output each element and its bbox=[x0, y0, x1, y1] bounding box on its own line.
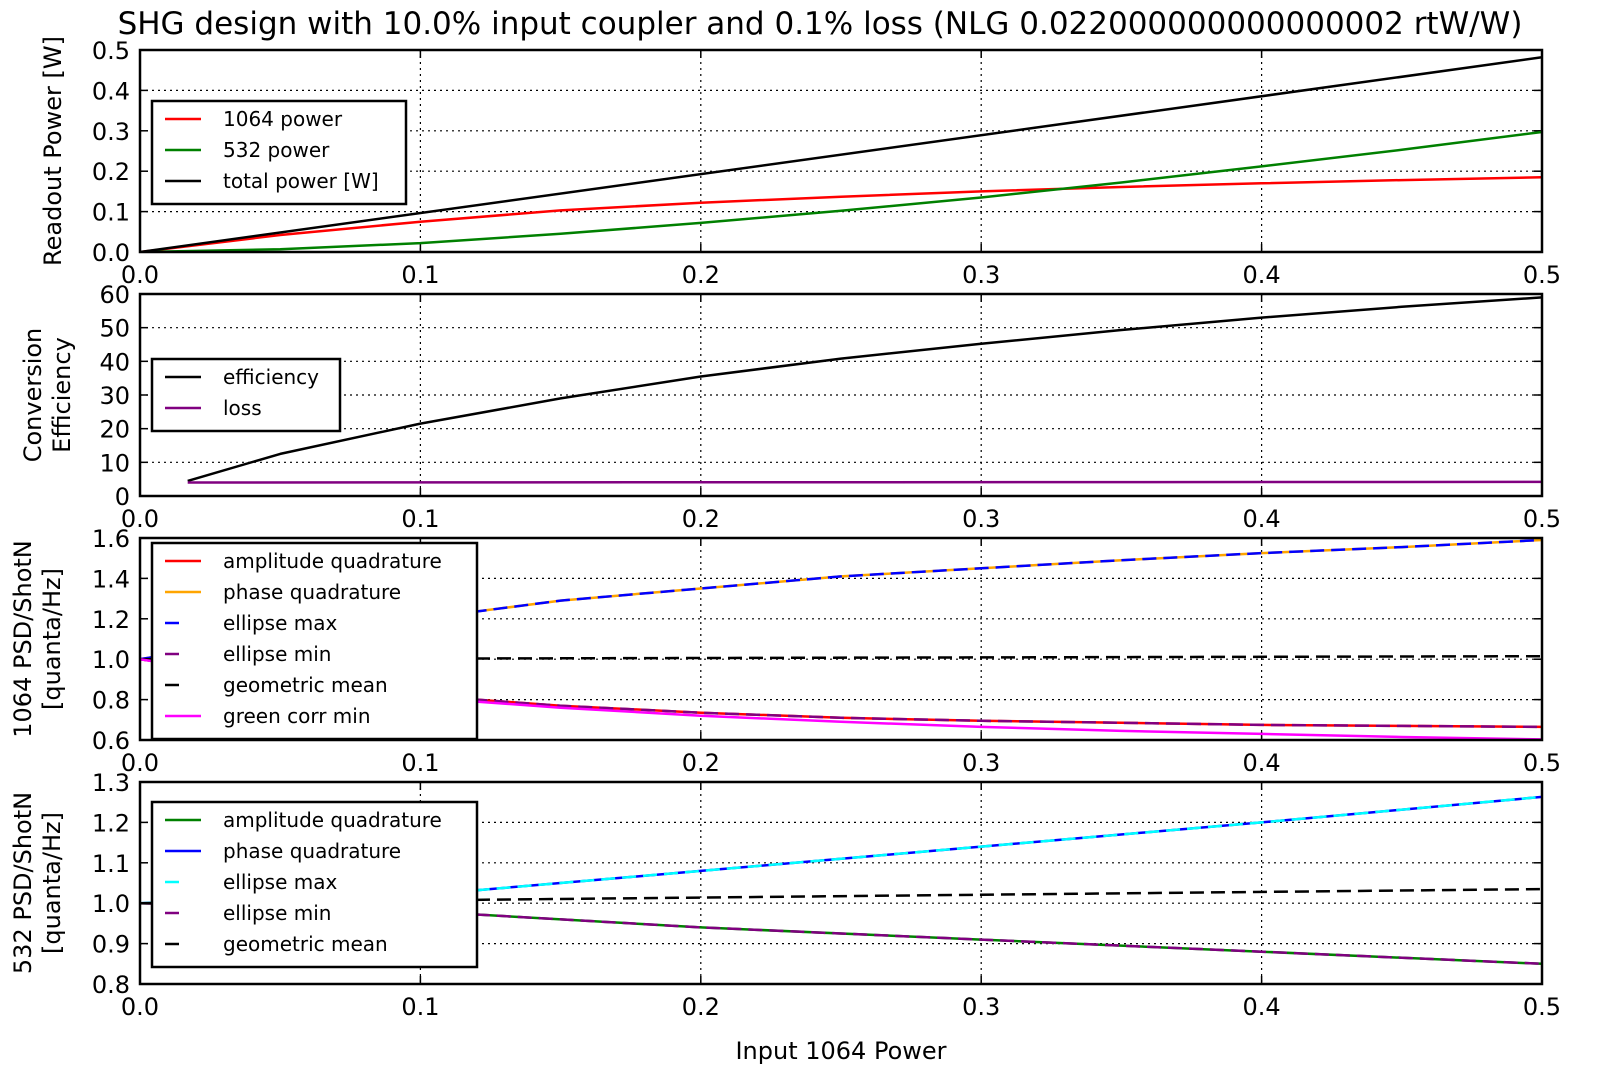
y-tick-label: 0.8 bbox=[92, 971, 130, 999]
legend-label: loss bbox=[223, 396, 262, 420]
x-tick-label: 0.2 bbox=[682, 505, 720, 533]
y-axis-label: Efficiency bbox=[48, 337, 76, 453]
legend-label: total power [W] bbox=[223, 169, 379, 193]
legend-label: ellipse max bbox=[223, 870, 337, 894]
x-tick-label: 0.4 bbox=[1243, 993, 1281, 1021]
chart-panel-3: 0.0 0.1 0.2 0.3 0.4 0.5 0.6 0.8 1.0 1.2 1.4 1.6 1064… bbox=[9, 525, 1561, 777]
x-tick-label: 0.2 bbox=[682, 749, 720, 777]
chart-panel-4: 0.0 0.1 0.2 0.3 0.4 0.5 0.8 0.9 1.0 1.1 1.2 1.3 532 … bbox=[9, 769, 1561, 1021]
x-tick-label: 0.3 bbox=[962, 261, 1000, 289]
legend: amplitude quadrature phase quadrature elli… bbox=[150, 800, 479, 969]
y-tick-label: 0.4 bbox=[92, 77, 130, 105]
x-tick-label: 0.1 bbox=[401, 993, 439, 1021]
y-tick-label: 1.4 bbox=[92, 565, 130, 593]
plot-frame bbox=[138, 48, 1544, 254]
plot-frame bbox=[138, 292, 1544, 498]
x-tick-label: 0.1 bbox=[401, 261, 439, 289]
y-axis-label: Conversion bbox=[19, 328, 47, 463]
series-line-2 bbox=[187, 480, 1542, 484]
y-tick-label: 0 bbox=[115, 483, 130, 511]
legend-label: phase quadrature bbox=[223, 839, 401, 863]
plot-area bbox=[140, 294, 1542, 496]
series-line-3 bbox=[140, 56, 1542, 252]
x-tick-label: 0.1 bbox=[401, 505, 439, 533]
y-axis-label: Readout Power [W] bbox=[39, 36, 67, 266]
plot-frame bbox=[138, 536, 1544, 742]
series-line-1 bbox=[140, 176, 1542, 252]
y-axis-label: [quanta/Hz] bbox=[38, 568, 66, 710]
series-line-1 bbox=[187, 296, 1542, 483]
x-tick-label: 0.4 bbox=[1243, 505, 1281, 533]
y-tick-label: 1.2 bbox=[92, 606, 130, 634]
legend-label: geometric mean bbox=[223, 673, 388, 697]
plot-frame bbox=[138, 780, 1544, 986]
y-tick-label: 0.3 bbox=[92, 118, 130, 146]
legend-label: ellipse min bbox=[223, 901, 331, 925]
y-tick-label: 0.2 bbox=[92, 158, 130, 186]
legend-box bbox=[150, 357, 342, 433]
y-tick-label: 30 bbox=[99, 382, 130, 410]
legend-label: phase quadrature bbox=[223, 580, 401, 604]
legend-label: green corr min bbox=[223, 704, 371, 728]
x-tick-label: 0.2 bbox=[682, 993, 720, 1021]
y-tick-label: 0.6 bbox=[92, 727, 130, 755]
legend-label: ellipse max bbox=[223, 611, 337, 635]
legend-box bbox=[150, 541, 479, 741]
x-tick-label: 0.4 bbox=[1243, 261, 1281, 289]
y-tick-label: 0.8 bbox=[92, 687, 130, 715]
y-tick-label: 1.2 bbox=[92, 809, 130, 837]
chart-panels: 0.0 0.1 0.2 0.3 0.4 0.5 0.0 0.1 0.2 0.3 0.4 0.5 Read… bbox=[9, 36, 1561, 1021]
x-tick-label: 0.4 bbox=[1243, 749, 1281, 777]
y-tick-label: 60 bbox=[99, 281, 130, 309]
y-axis-label: 1064 PSD/ShotN bbox=[9, 540, 37, 737]
legend: efficiency loss bbox=[150, 357, 342, 433]
legend: amplitude quadrature phase quadrature elli… bbox=[150, 541, 479, 741]
y-tick-label: 0.5 bbox=[92, 37, 130, 65]
y-tick-label: 50 bbox=[99, 315, 130, 343]
y-tick-label: 1.6 bbox=[92, 525, 130, 553]
x-tick-label: 0.3 bbox=[962, 993, 1000, 1021]
legend-label: 532 power bbox=[223, 138, 330, 162]
y-tick-label: 1.0 bbox=[92, 646, 130, 674]
y-tick-label: 0.9 bbox=[92, 931, 130, 959]
legend-label: geometric mean bbox=[223, 932, 388, 956]
x-tick-label: 0.0 bbox=[121, 261, 159, 289]
y-tick-label: 10 bbox=[99, 449, 130, 477]
x-tick-label: 0.0 bbox=[121, 993, 159, 1021]
legend: 1064 power 532 power total power [W] bbox=[150, 99, 408, 206]
y-axis-label: 532 PSD/ShotN bbox=[9, 792, 37, 974]
x-tick-label: 0.5 bbox=[1523, 505, 1561, 533]
y-axis-label: [quanta/Hz] bbox=[38, 812, 66, 954]
x-tick-label: 0.3 bbox=[962, 749, 1000, 777]
series-line-2 bbox=[140, 130, 1542, 252]
legend-label: 1064 power bbox=[223, 107, 343, 131]
figure-title: SHG design with 10.0% input coupler and … bbox=[118, 6, 1523, 42]
chart-panel-2: 0.0 0.1 0.2 0.3 0.4 0.5 0 10 20 30 40 50 60 Conversio… bbox=[19, 281, 1561, 533]
series-group bbox=[140, 56, 1542, 252]
y-tick-label: 1.1 bbox=[92, 850, 130, 878]
chart-panel-1: 0.0 0.1 0.2 0.3 0.4 0.5 0.0 0.1 0.2 0.3 0.4 0.5 Read… bbox=[39, 36, 1561, 289]
x-tick-label: 0.5 bbox=[1523, 749, 1561, 777]
legend-box bbox=[150, 800, 479, 969]
y-tick-label: 1.3 bbox=[92, 769, 130, 797]
series-group bbox=[187, 296, 1542, 484]
legend-label: ellipse min bbox=[223, 642, 331, 666]
x-tick-label: 0.5 bbox=[1523, 993, 1561, 1021]
legend-label: amplitude quadrature bbox=[223, 808, 442, 832]
y-tick-label: 1.0 bbox=[92, 890, 130, 918]
x-tick-label: 0.0 bbox=[121, 505, 159, 533]
y-tick-label: 40 bbox=[99, 348, 130, 376]
y-tick-label: 0.0 bbox=[92, 239, 130, 267]
x-tick-label: 0.3 bbox=[962, 505, 1000, 533]
x-axis-label: Input 1064 Power bbox=[735, 1037, 946, 1065]
legend-label: amplitude quadrature bbox=[223, 549, 442, 573]
y-tick-label: 0.1 bbox=[92, 199, 130, 227]
x-tick-label: 0.2 bbox=[682, 261, 720, 289]
x-tick-label: 0.0 bbox=[121, 749, 159, 777]
x-tick-label: 0.5 bbox=[1523, 261, 1561, 289]
legend-label: efficiency bbox=[223, 365, 319, 389]
y-tick-label: 20 bbox=[99, 416, 130, 444]
x-tick-label: 0.1 bbox=[401, 749, 439, 777]
